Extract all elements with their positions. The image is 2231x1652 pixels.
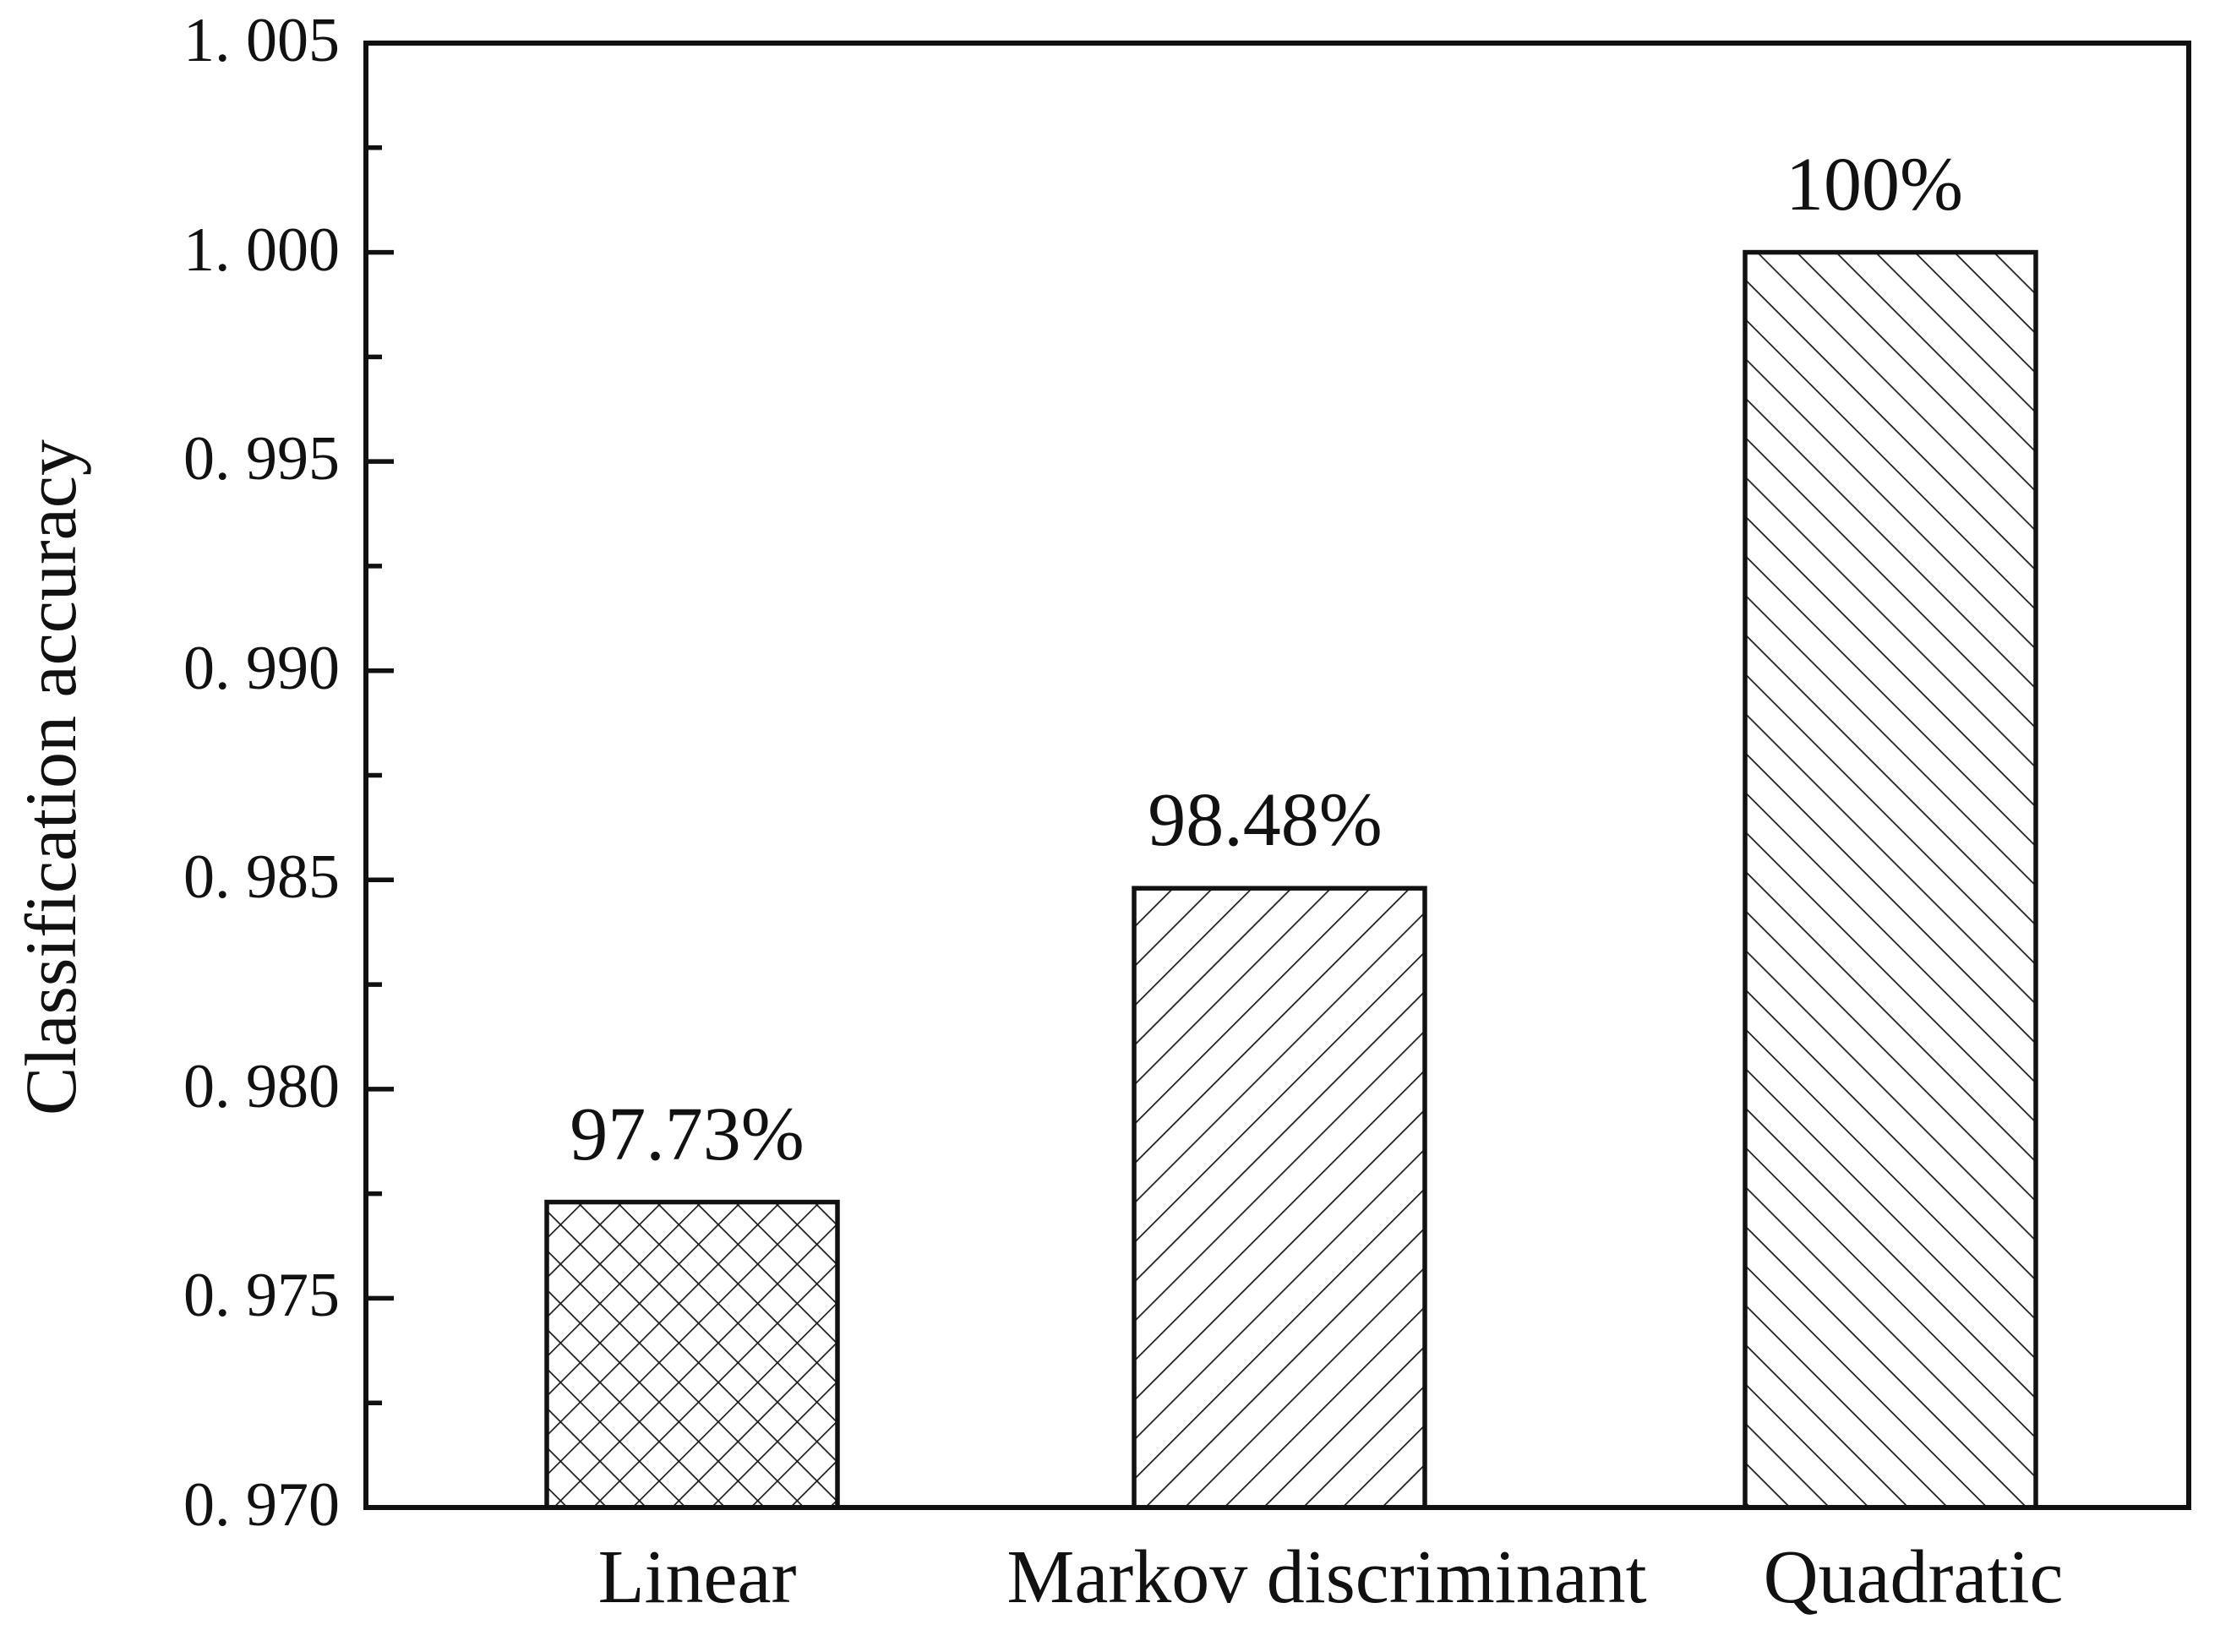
y-tick-label: 0. 995	[183, 424, 340, 494]
bar-value-label-linear: 97.73%	[570, 1092, 805, 1176]
x-category-label-markov-discriminant: Markov discriminant	[1006, 1535, 1647, 1619]
y-tick-label: 1. 000	[183, 215, 340, 285]
bars-group	[544, 249, 2038, 1510]
bar-linear	[544, 1199, 840, 1510]
bar-value-label-markov-discriminant: 98.48%	[1148, 778, 1383, 863]
bar-quadratic	[1743, 249, 2038, 1510]
y-tick-label: 0. 970	[183, 1470, 340, 1540]
y-tick-label: 0. 985	[183, 842, 340, 913]
bar-markov-discriminant	[1132, 886, 1427, 1510]
x-category-label-linear: Linear	[597, 1535, 797, 1619]
y-ticks-group	[366, 41, 394, 1510]
plot-border	[363, 41, 2191, 1510]
y-tick-label: 0. 980	[183, 1051, 340, 1121]
y-tick-label: 1. 005	[183, 6, 340, 75]
plot-area	[363, 41, 2191, 1510]
y-tick-label: 0. 990	[183, 633, 340, 703]
y-axis-title: Classification accuracy	[10, 439, 91, 1115]
y-tick-label: 0. 975	[183, 1261, 340, 1331]
bar-value-label-quadratic: 100%	[1786, 142, 1963, 226]
x-category-label-quadratic: Quadratic	[1763, 1535, 2064, 1619]
